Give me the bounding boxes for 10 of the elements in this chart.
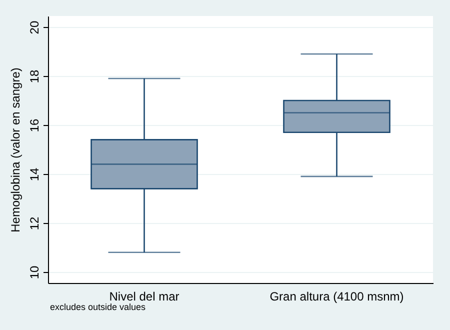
y-tick-label: 12 — [28, 216, 42, 230]
y-tick-label: 18 — [28, 70, 42, 84]
text: excludes outside values — [50, 302, 146, 312]
y-axis-title: Hemoglobina (valor en sangre) — [8, 68, 22, 232]
y-tick-label: 10 — [28, 265, 42, 280]
x-tick-label: Gran altura (4100 msnm) — [270, 290, 404, 304]
x-tick-label: Nivel del mar — [109, 290, 180, 304]
y-tick-label: 16 — [28, 118, 42, 132]
y-tick-label: 20 — [28, 20, 42, 34]
y-tick-label: 14 — [28, 168, 42, 182]
